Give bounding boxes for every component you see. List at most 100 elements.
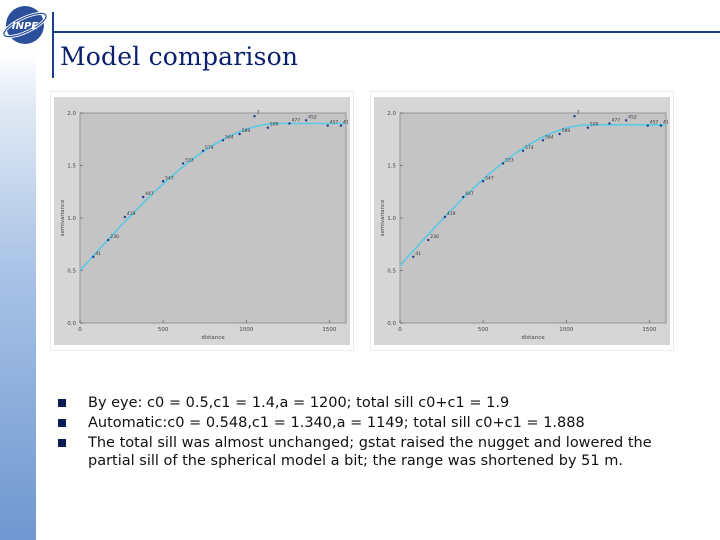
y-tick-label: 2.0: [387, 111, 396, 117]
data-point: [461, 195, 465, 199]
x-tick-label: 0: [398, 327, 402, 333]
data-point: [521, 149, 525, 152]
data-point: [304, 119, 308, 122]
point-label: 41: [663, 120, 669, 126]
point-label: 419: [127, 211, 136, 217]
point-label: 574: [205, 145, 214, 151]
data-point: [201, 149, 205, 152]
title-horizontal-rule: [52, 31, 720, 33]
x-tick-label: 1000: [239, 327, 253, 333]
square-bullet-icon: [58, 399, 66, 407]
square-bullet-icon: [58, 439, 66, 447]
y-tick-label: 1.0: [387, 216, 396, 222]
plot-area: [399, 112, 667, 324]
variogram-chart-automatic: 0.0 0.5 1.0 1.5 2.0 0 500 1000 1500 distance semiv…: [370, 91, 674, 351]
title-vertical-rule: [52, 12, 54, 78]
data-point: [339, 124, 343, 127]
data-point: [427, 238, 430, 242]
data-point: [646, 124, 649, 127]
y-tick-label: 1.0: [67, 216, 76, 222]
point-label: 457: [650, 120, 659, 126]
bullet-text: c0 = 0.548,c1 = 1.340,a = 1149; total si…: [167, 415, 585, 431]
y-tick-label: 0.0: [387, 321, 396, 327]
data-point: [266, 126, 270, 129]
data-point: [586, 126, 590, 129]
data-point: [573, 114, 576, 118]
y-tick-label: 2.0: [67, 111, 76, 117]
point-label: 447: [145, 191, 154, 197]
x-tick-label: 0: [78, 327, 82, 333]
data-point: [221, 139, 225, 142]
logo-text: INPE: [12, 21, 38, 32]
data-point: [92, 255, 95, 259]
data-point: [541, 139, 545, 142]
point-label: 533: [185, 157, 194, 163]
sidebar-gradient: [0, 50, 36, 540]
bullet-lead: Automatic:: [88, 415, 168, 431]
data-point: [326, 124, 329, 127]
data-point: [253, 114, 256, 118]
data-point: [123, 215, 127, 219]
point-label: 452: [308, 114, 317, 120]
x-axis-label: distance: [521, 335, 545, 341]
data-point: [608, 122, 611, 125]
point-label: 447: [465, 191, 474, 197]
bullet-text: c0 = 0.5,c1 = 1.4,a = 1200; total sill c…: [142, 395, 510, 411]
y-axis-label: semivariance: [60, 199, 66, 236]
point-label: 41: [415, 251, 421, 257]
point-label: 419: [447, 211, 456, 217]
data-point: [288, 122, 291, 125]
square-bullet-icon: [58, 419, 66, 427]
data-point: [558, 132, 561, 136]
variogram-chart-eye: 0.0 0.5 1.0 1.5 2.0 0 500 1000 1500 distance semiv…: [50, 91, 354, 351]
data-point: [412, 255, 415, 259]
y-tick-label: 0.5: [67, 269, 76, 275]
y-tick-label: 1.5: [67, 164, 76, 170]
data-point: [624, 119, 628, 122]
point-label: 547: [485, 175, 494, 181]
point-label: 500: [270, 122, 279, 128]
bullet-list: By eye: c0 = 0.5,c1 = 1.4,a = 1200; tota…: [58, 394, 690, 472]
y-tick-label: 0.5: [387, 269, 396, 275]
y-axis-label: semivariance: [380, 199, 386, 236]
point-label: 500: [590, 122, 599, 128]
inpe-logo: INPE: [2, 6, 48, 44]
point-label: 41: [95, 251, 101, 257]
bullet-text: The total sill was almost unchanged; gst…: [88, 435, 652, 469]
point-label: 574: [525, 145, 534, 151]
point-label: 230: [110, 234, 119, 240]
data-point: [107, 238, 110, 242]
data-point: [161, 180, 165, 183]
bullet-item: By eye: c0 = 0.5,c1 = 1.4,a = 1200; tota…: [58, 394, 690, 412]
point-label: 7: [257, 110, 260, 116]
point-label: 547: [165, 175, 174, 181]
point-label: 7: [577, 110, 580, 116]
x-tick-label: 1500: [642, 327, 656, 333]
bullet-lead: By eye:: [88, 395, 143, 411]
page-title: Model comparison: [60, 42, 299, 71]
data-point: [501, 162, 505, 165]
x-axis-label: distance: [201, 335, 225, 341]
point-label: 477: [291, 118, 300, 124]
data-point: [481, 180, 485, 183]
point-label: 457: [330, 120, 339, 126]
bullet-item: Automatic:c0 = 0.548,c1 = 1.340,a = 1149…: [58, 414, 690, 432]
point-label: 564: [225, 134, 234, 140]
x-tick-label: 500: [478, 327, 489, 333]
x-tick-label: 500: [158, 327, 169, 333]
point-label: 589: [562, 128, 571, 134]
data-point: [659, 124, 663, 127]
point-label: 589: [242, 128, 251, 134]
data-point: [443, 215, 447, 219]
x-tick-label: 1000: [559, 327, 573, 333]
point-label: 533: [505, 157, 514, 163]
point-label: 477: [611, 118, 620, 124]
y-tick-label: 1.5: [387, 164, 396, 170]
data-point: [141, 195, 145, 199]
point-label: 41: [343, 120, 349, 126]
x-tick-label: 1500: [322, 327, 336, 333]
point-label: 452: [628, 114, 637, 120]
bullet-item: The total sill was almost unchanged; gst…: [58, 434, 690, 470]
data-point: [238, 132, 241, 136]
y-tick-label: 0.0: [67, 321, 76, 327]
